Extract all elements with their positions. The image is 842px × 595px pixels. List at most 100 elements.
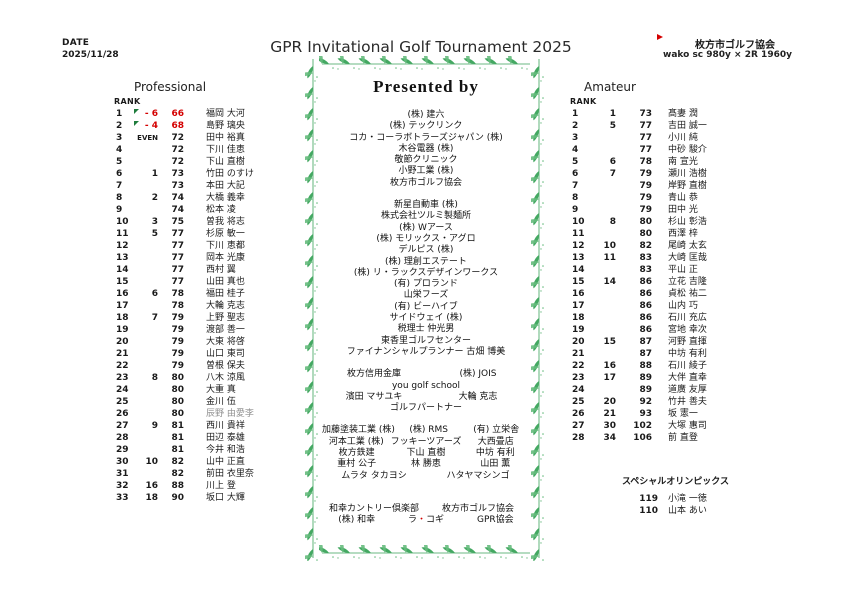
score-cell: 89	[639, 373, 652, 383]
green-corner-marker-icon	[134, 109, 139, 114]
table-row: 28 34 106 前 直登	[568, 432, 763, 444]
score-cell: 79	[639, 169, 652, 179]
table-row: 20 79 大東 将啓	[112, 336, 300, 348]
vine-border-bottom-icon	[316, 539, 533, 561]
sponsor-name: 濱田 マサユキ	[345, 391, 403, 402]
sponsor-line: ゴルフパートナー	[322, 403, 530, 414]
special-row: 119 小滝 一徳	[622, 493, 762, 505]
sponsor-line: 河本工業 (株) フッキーツアーズ 大西畳店	[322, 437, 530, 448]
diff-cell: 8	[151, 373, 158, 383]
table-row: 29 81 今井 和浩	[112, 444, 300, 456]
sponsor-name: ファイナンシャルプランナー 古畑 博美	[346, 346, 506, 357]
sponsor-name: (株) テックリンク	[389, 121, 463, 132]
player-name: 大重 真	[206, 385, 236, 395]
player-name: 大塚 惠司	[668, 421, 707, 431]
player-name: 中坊 有利	[668, 349, 707, 359]
sponsor-name: 河本工業 (株)	[328, 436, 384, 447]
sponsor-name: ハタヤマシンゴ	[446, 470, 510, 481]
score-cell: 77	[639, 121, 652, 131]
player-name: 尾崎 太玄	[668, 241, 707, 251]
player-name: 渡部 善一	[206, 325, 245, 335]
score-cell: 79	[639, 181, 652, 191]
table-row: 15 14 86 立花 吉隆	[568, 276, 763, 288]
score-cell: 87	[639, 337, 652, 347]
sponsor-name: (株) RMS	[409, 425, 448, 436]
sponsor-line: (株) リ・ラックスデザインワークス	[322, 268, 530, 279]
sponsor-line: (株) 和幸 ラ・コギ GPR協会	[322, 515, 530, 526]
player-name: 島野 璃央	[206, 121, 245, 131]
rank-cell: 10	[572, 217, 585, 227]
score-cell: 80	[639, 229, 652, 239]
player-name: 髙妻 潤	[668, 109, 698, 119]
score-cell: 79	[171, 325, 184, 335]
green-corner-marker-icon	[134, 121, 139, 126]
sponsor-line: 株式会社ツルミ製麺所	[322, 211, 530, 222]
sponsor-name: サイドウェイ (株)	[389, 313, 463, 324]
rank-cell: 31	[116, 469, 129, 479]
rank-cell: 20	[116, 337, 129, 347]
sponsor-name: 下山 直樹	[406, 448, 446, 459]
player-name: 瀬川 浩樹	[668, 169, 707, 179]
sponsor-groups: (株) 建六 (株) テックリンク コカ・コーラボトラーズジャパン (株) 木谷電器 …	[322, 110, 530, 527]
diff-cell: 1	[609, 109, 616, 119]
rank-cell: 30	[116, 457, 129, 467]
player-name: 道廣 友厚	[668, 385, 707, 395]
rank-cell: 9	[572, 205, 579, 215]
rank-cell: 27	[116, 421, 129, 431]
score-cell: 72	[171, 133, 184, 143]
sponsor-name: 加藤塗装工業 (株)	[322, 425, 395, 436]
player-name: 田中 光	[668, 205, 698, 215]
sponsor-line: (株) 建六	[322, 110, 530, 121]
rank-cell: 2	[116, 121, 123, 131]
rank-cell: 8	[572, 193, 579, 203]
table-row: 2 - 4 68 島野 璃央	[112, 120, 300, 132]
diff-cell: 8	[609, 217, 616, 227]
special-olympics-table: 119 小滝 一徳 110 山本 あい	[622, 493, 762, 517]
score-cell: 86	[639, 301, 652, 311]
sponsor-line: (有) ビーハイブ	[322, 302, 530, 313]
score-cell: 90	[171, 493, 184, 503]
diff-cell: 6	[609, 157, 616, 167]
score-cell: 79	[171, 361, 184, 371]
date-value: 2025/11/28	[62, 50, 119, 60]
score-cell: 79	[171, 313, 184, 323]
rank-cell: 22	[572, 361, 585, 371]
sponsor-name: 枚方市ゴルフ協会	[389, 177, 462, 188]
table-row: 32 16 88 川上 登	[112, 480, 300, 492]
sponsor-line: 和幸カントリー倶楽部 枚方市ゴルフ協会	[322, 504, 530, 515]
table-row: 24 80 大重 真	[112, 384, 300, 396]
rank-cell: 10	[116, 217, 129, 227]
rank-cell: 25	[572, 397, 585, 407]
diff-cell: 30	[603, 421, 616, 431]
sponsor-name: (株) JOIS	[459, 369, 497, 380]
table-row: 14 77 西村 翼	[112, 264, 300, 276]
table-row: 12 77 下川 恵都	[112, 240, 300, 252]
player-name: 西澤 梓	[668, 229, 698, 239]
score-cell: 73	[639, 109, 652, 119]
rank-cell: 9	[116, 205, 123, 215]
score-cell: 89	[639, 385, 652, 395]
rank-cell: 24	[116, 385, 129, 395]
player-name: 山内 巧	[668, 301, 698, 311]
table-row: 25 80 金川 伍	[112, 396, 300, 408]
player-name: 辰野 由愛李	[206, 409, 254, 419]
rank-cell: 29	[116, 445, 129, 455]
score-cell: 86	[639, 313, 652, 323]
player-name: 坂口 大輝	[206, 493, 245, 503]
rank-cell: 17	[572, 301, 585, 311]
rank-cell: 17	[116, 301, 129, 311]
sponsor-name: 敬節クリニック	[394, 155, 458, 166]
sponsor-name: (有) プロランド	[394, 279, 458, 290]
rank-cell: 15	[572, 277, 585, 287]
rank-cell: 21	[572, 349, 585, 359]
score-cell: 81	[171, 433, 184, 443]
professional-rank-label: RANK	[114, 97, 141, 106]
sponsor-line: (有) プロランド	[322, 279, 530, 290]
score-cell: 119	[639, 494, 658, 504]
score-cell: 83	[639, 265, 652, 275]
sponsor-line: 税理士 仲光男	[322, 324, 530, 335]
rank-cell: 14	[116, 265, 129, 275]
rank-cell: 23	[116, 373, 129, 383]
player-name: 小滝 一徳	[668, 494, 707, 504]
diff-cell: 6	[151, 289, 158, 299]
